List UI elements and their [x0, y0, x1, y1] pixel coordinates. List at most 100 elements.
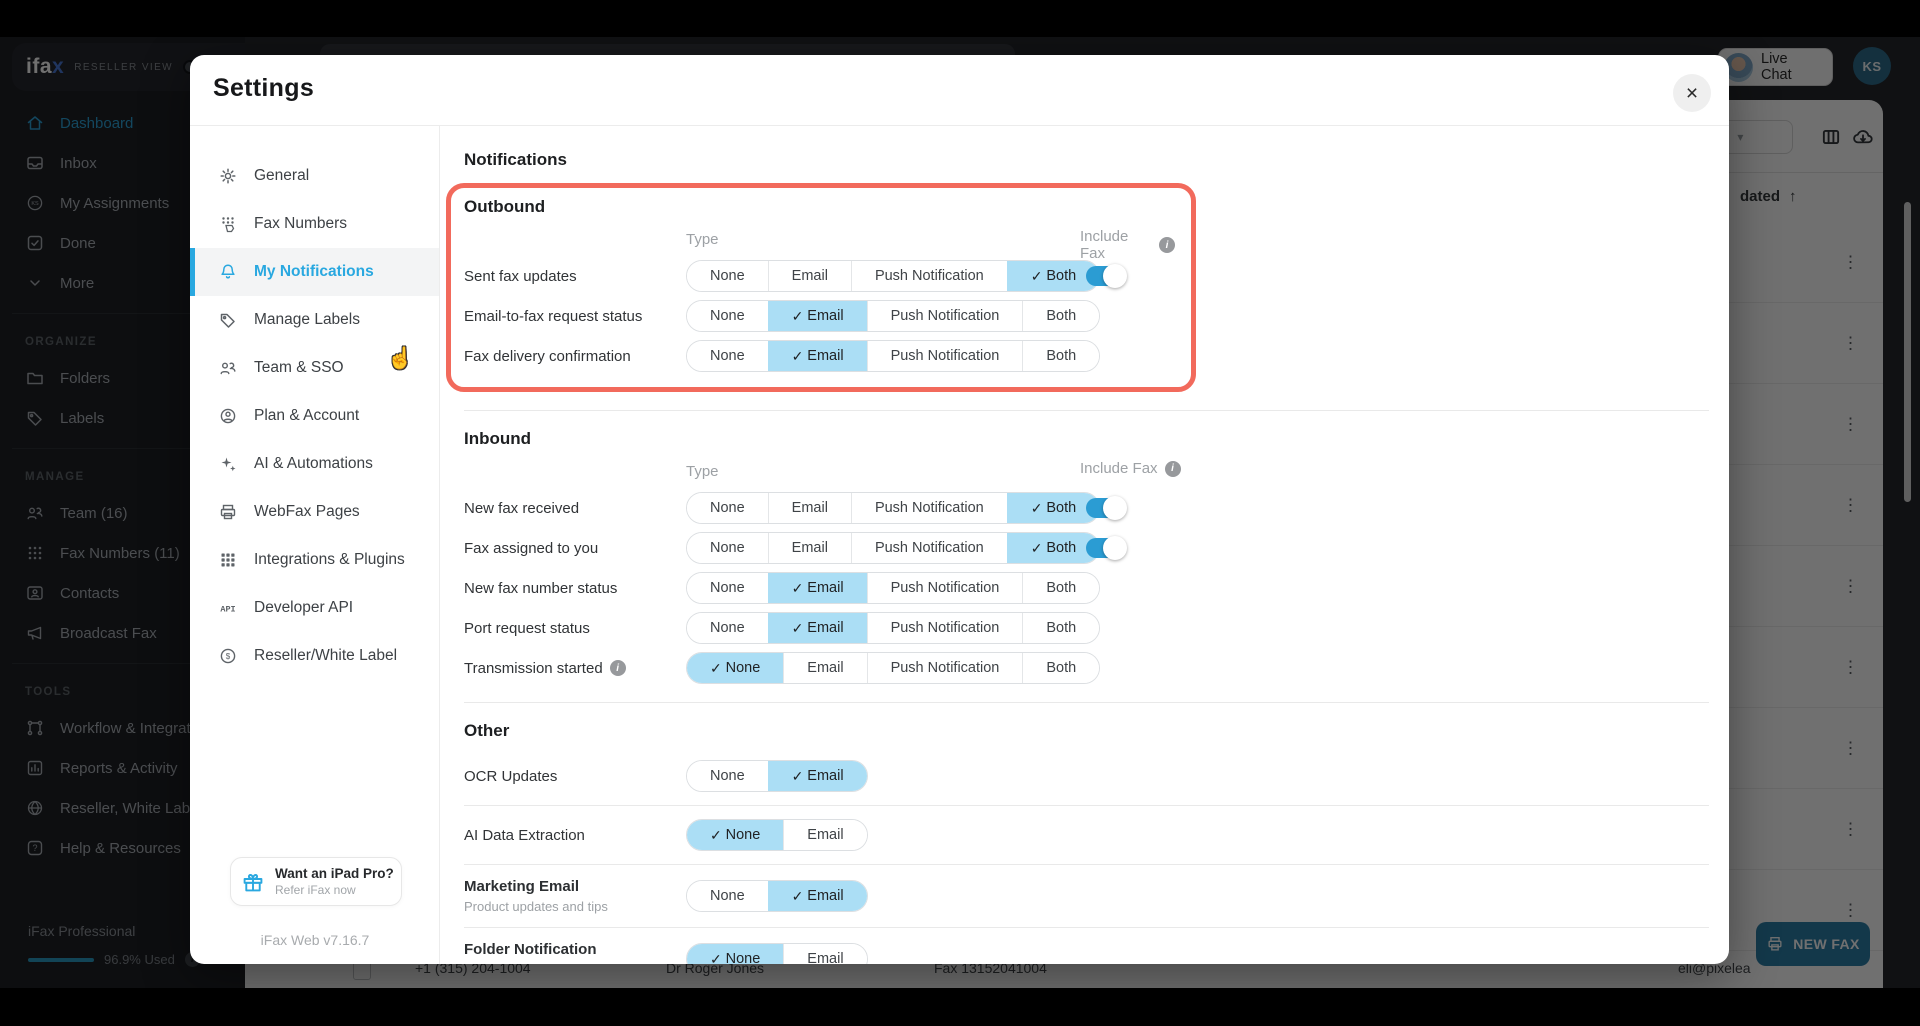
info-icon[interactable]: i: [609, 660, 626, 676]
close-button[interactable]: ×: [1673, 74, 1711, 112]
modal-title: Settings: [213, 74, 315, 102]
type-segmented-control: None Email Push Notification Both: [686, 532, 1101, 564]
tab-fax-numbers[interactable]: Fax Numbers: [190, 200, 439, 248]
option-push-notification[interactable]: Push Notification: [850, 261, 1007, 291]
option-both[interactable]: Both: [1006, 261, 1100, 291]
option-none[interactable]: None: [687, 944, 784, 964]
option-both[interactable]: Both: [1022, 341, 1100, 371]
option-both[interactable]: Both: [1006, 533, 1100, 563]
option-both[interactable]: Both: [1022, 573, 1100, 603]
type-segmented-control: None Email Push Notification Both: [686, 492, 1101, 524]
type-segmented-control: None Email: [686, 760, 868, 792]
toggle-knob: [1103, 536, 1127, 560]
include-fax-toggle[interactable]: [1086, 536, 1127, 560]
toggle-knob: [1103, 264, 1127, 288]
type-segmented-control: None Email Push Notification Both: [686, 572, 1101, 604]
gift-icon: [241, 870, 265, 894]
person-circle-icon: [218, 406, 238, 426]
option-email[interactable]: Email: [767, 573, 867, 603]
type-column-header: Type: [686, 462, 719, 480]
option-email[interactable]: Email: [767, 613, 867, 643]
tab-developer-api[interactable]: API Developer API: [190, 584, 439, 632]
option-none[interactable]: None: [687, 533, 768, 563]
tab-manage-labels[interactable]: Manage Labels: [190, 296, 439, 344]
option-email[interactable]: Email: [767, 881, 867, 911]
type-segmented-control: None Email: [686, 880, 868, 912]
tab-team-sso[interactable]: Team & SSO: [190, 344, 439, 392]
setting-row-ai-data-extraction: AI Data Extraction None Email: [464, 805, 1709, 864]
option-push-notification[interactable]: Push Notification: [866, 341, 1023, 371]
svg-text:API: API: [220, 605, 235, 615]
notifications-panel: Notifications Outbound Type Include Fax …: [440, 126, 1729, 964]
promo-subtitle: Refer iFax now: [275, 883, 356, 897]
option-none[interactable]: None: [687, 261, 768, 291]
option-both[interactable]: Both: [1022, 301, 1100, 331]
include-fax-column-header: Include Fax: [1080, 228, 1129, 262]
option-email[interactable]: Email: [767, 341, 867, 371]
modal-header: Settings ×: [190, 55, 1729, 126]
setting-row-fax-assigned: Fax assigned to you None Email Push Noti…: [464, 532, 1709, 564]
app-version: iFax Web v7.16.7: [260, 932, 370, 948]
option-none[interactable]: None: [687, 493, 768, 523]
option-none[interactable]: None: [687, 820, 784, 850]
promo-title: Want an iPad Pro?: [275, 866, 394, 881]
tab-webfax-pages[interactable]: WebFax Pages: [190, 488, 439, 536]
option-push-notification[interactable]: Push Notification: [850, 493, 1007, 523]
sparkles-icon: [218, 454, 238, 474]
setting-row-email-to-fax: Email-to-fax request status None Email P…: [464, 300, 1175, 332]
option-none[interactable]: None: [687, 881, 768, 911]
include-fax-toggle[interactable]: [1086, 264, 1127, 288]
option-push-notification[interactable]: Push Notification: [866, 573, 1023, 603]
include-fax-column-header: Include Fax: [1080, 460, 1158, 477]
type-segmented-control: None Email: [686, 943, 868, 964]
tab-ai-automations[interactable]: AI & Automations: [190, 440, 439, 488]
section-title-outbound: Outbound: [464, 197, 546, 216]
info-icon[interactable]: i: [1164, 460, 1181, 477]
option-none[interactable]: None: [687, 653, 784, 683]
option-email[interactable]: Email: [783, 653, 867, 683]
setting-row-sent-fax-updates: Sent fax updates None Email Push Notific…: [464, 260, 1175, 292]
tab-general[interactable]: General: [190, 152, 439, 200]
tag-icon: [218, 310, 238, 330]
option-none[interactable]: None: [687, 613, 768, 643]
option-push-notification[interactable]: Push Notification: [866, 613, 1023, 643]
tab-plan-account[interactable]: Plan & Account: [190, 392, 439, 440]
option-none[interactable]: None: [687, 341, 768, 371]
include-fax-toggle[interactable]: [1086, 496, 1127, 520]
setting-row-new-fax-received: New fax received None Email Push Notific…: [464, 492, 1709, 524]
svg-text:$: $: [226, 652, 231, 661]
setting-row-marketing-email: Marketing Email Product updates and tips…: [464, 864, 1709, 927]
option-email[interactable]: Email: [767, 533, 851, 563]
toggle-knob: [1103, 496, 1127, 520]
option-email[interactable]: Email: [783, 820, 867, 850]
tab-reseller-white-label[interactable]: $ Reseller/White Label: [190, 632, 439, 680]
cursor-hand-icon: ☝: [387, 347, 414, 370]
option-none[interactable]: None: [687, 573, 768, 603]
tab-my-notifications[interactable]: My Notifications: [190, 248, 439, 296]
setting-row-folder-notification: Folder Notification New faxes in shared …: [464, 927, 1709, 964]
option-email[interactable]: Email: [767, 301, 867, 331]
gear-icon: [218, 166, 238, 186]
grid-icon: [218, 550, 238, 570]
option-email[interactable]: Email: [783, 944, 867, 964]
option-none[interactable]: None: [687, 761, 768, 791]
referral-promo-card[interactable]: Want an iPad Pro? Refer iFax now: [230, 857, 402, 906]
option-push-notification[interactable]: Push Notification: [866, 653, 1023, 683]
option-both[interactable]: Both: [1022, 613, 1100, 643]
type-column-header: Type: [686, 230, 719, 248]
info-icon[interactable]: i: [1159, 237, 1175, 253]
option-email[interactable]: Email: [767, 493, 851, 523]
team-icon: [218, 358, 238, 378]
tab-integrations-plugins[interactable]: Integrations & Plugins: [190, 536, 439, 584]
option-email[interactable]: Email: [767, 761, 867, 791]
setting-row-ocr-updates: OCR Updates None Email: [464, 747, 1709, 805]
option-push-notification[interactable]: Push Notification: [866, 301, 1023, 331]
option-push-notification[interactable]: Push Notification: [850, 533, 1007, 563]
setting-row-new-fax-number-status: New fax number status None Email Push No…: [464, 572, 1709, 604]
option-email[interactable]: Email: [767, 261, 851, 291]
type-segmented-control: None Email Push Notification Both: [686, 612, 1101, 644]
type-segmented-control: None Email Push Notification Both: [686, 300, 1101, 332]
option-both[interactable]: Both: [1006, 493, 1100, 523]
option-none[interactable]: None: [687, 301, 768, 331]
option-both[interactable]: Both: [1022, 653, 1100, 683]
